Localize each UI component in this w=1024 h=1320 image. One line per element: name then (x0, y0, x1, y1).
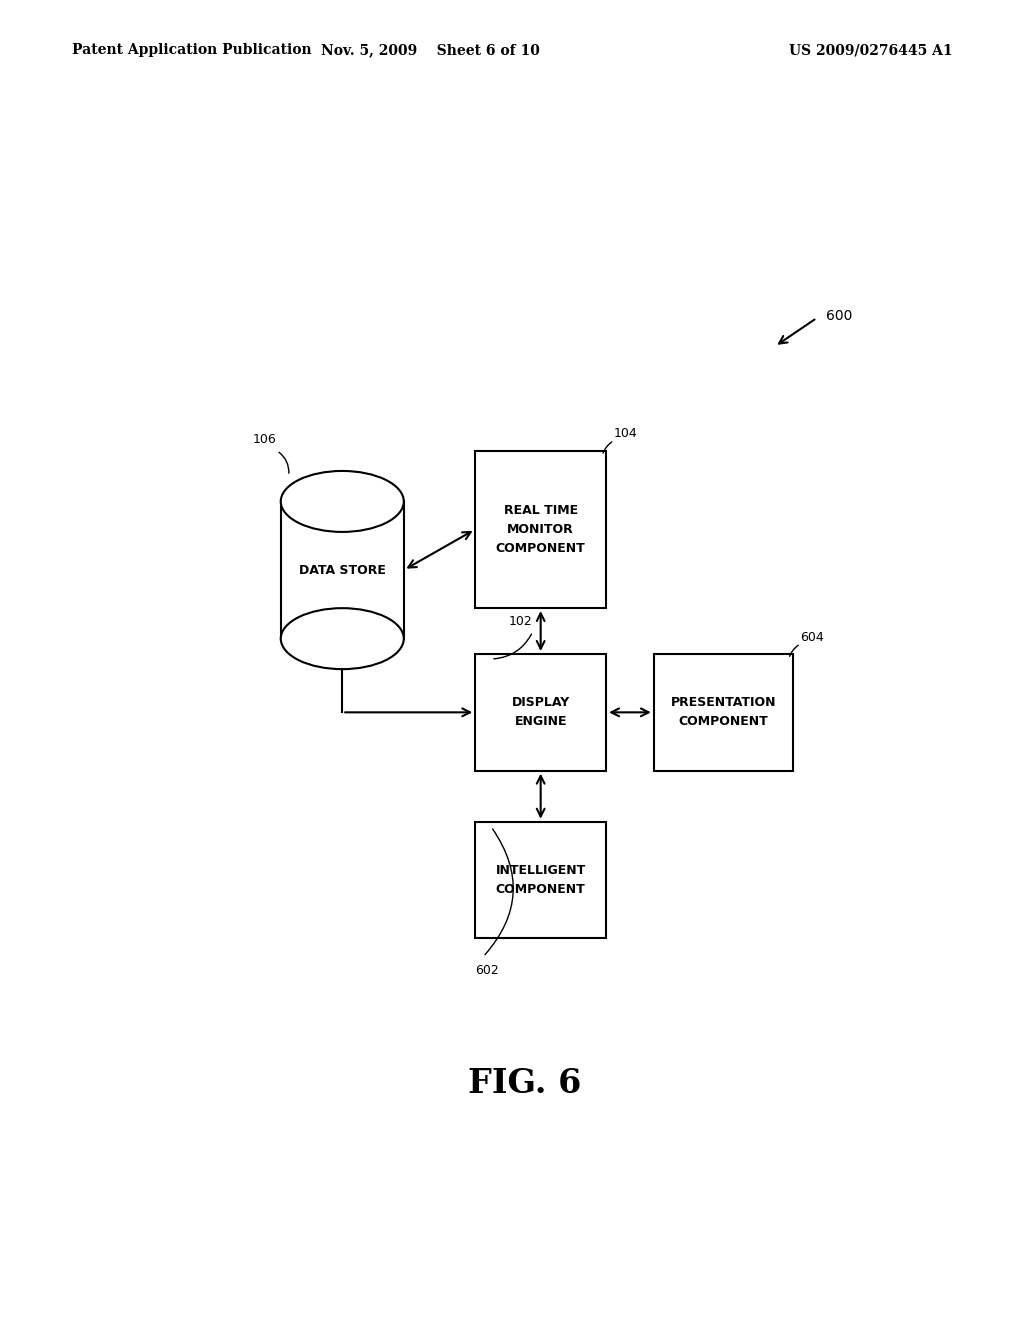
Text: FIG. 6: FIG. 6 (468, 1067, 582, 1100)
Ellipse shape (281, 471, 403, 532)
Bar (475, 653, 606, 771)
Text: 106: 106 (253, 433, 276, 446)
Text: DISPLAY
ENGINE: DISPLAY ENGINE (512, 697, 569, 729)
Text: 602: 602 (475, 964, 499, 977)
Text: PRESENTATION
COMPONENT: PRESENTATION COMPONENT (671, 697, 776, 729)
Bar (475, 450, 606, 609)
Bar (653, 653, 793, 771)
Ellipse shape (281, 609, 403, 669)
Text: 600: 600 (826, 309, 853, 323)
Text: DATA STORE: DATA STORE (299, 564, 386, 577)
Text: 102: 102 (509, 615, 532, 628)
Text: INTELLIGENT
COMPONENT: INTELLIGENT COMPONENT (496, 865, 586, 896)
Bar (475, 821, 606, 939)
Text: Patent Application Publication: Patent Application Publication (72, 44, 311, 57)
Text: Nov. 5, 2009    Sheet 6 of 10: Nov. 5, 2009 Sheet 6 of 10 (321, 44, 540, 57)
Text: 104: 104 (614, 428, 638, 441)
Text: REAL TIME
MONITOR
COMPONENT: REAL TIME MONITOR COMPONENT (496, 504, 586, 554)
Text: 604: 604 (801, 631, 824, 644)
Bar (281, 502, 403, 639)
Text: US 2009/0276445 A1: US 2009/0276445 A1 (788, 44, 952, 57)
